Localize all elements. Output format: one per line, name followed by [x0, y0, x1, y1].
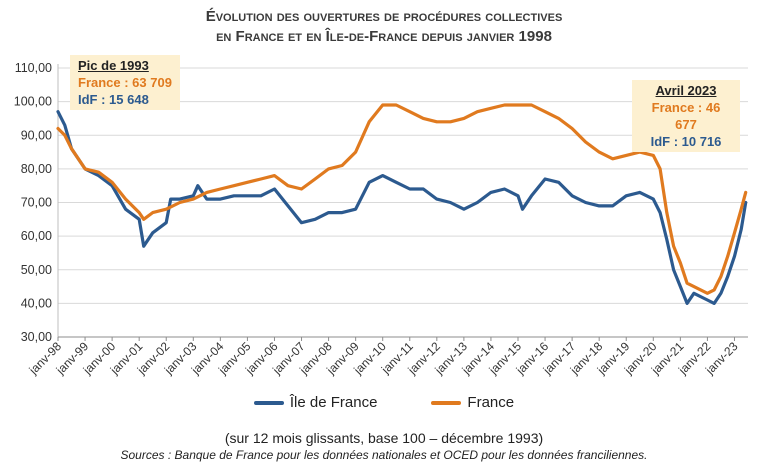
- series-line-france: [56, 103, 748, 295]
- annotation-peak-1993: Pic de 1993 France : 63 709 IdF : 15 648: [70, 55, 180, 110]
- series-lines: [56, 103, 748, 305]
- annotation-april-france: France : 46 677: [651, 100, 721, 132]
- legend-label-france: France: [467, 394, 515, 411]
- legend-swatch-idf: [253, 400, 284, 405]
- series-line-idf: [56, 110, 748, 305]
- y-tick-label: 60,00: [21, 229, 52, 243]
- legend-item-idf: Île de France: [253, 394, 378, 411]
- chart-title-line1: Évolution des ouvertures de procédures c…: [205, 8, 563, 25]
- y-tick-label: 100,00: [14, 95, 52, 109]
- annotation-april-2023: Avril 2023 France : 46 677 IdF : 10 716: [632, 80, 740, 152]
- annotation-peak-heading: Pic de 1993: [78, 58, 149, 73]
- annotation-peak-france: France : 63 709: [78, 75, 172, 90]
- chart-title-line2: en France et en Île-de-France depuis jan…: [216, 28, 552, 45]
- annotation-april-heading: Avril 2023: [655, 83, 717, 98]
- legend-label-idf: Île de France: [289, 394, 378, 411]
- y-tick-label: 70,00: [21, 196, 52, 210]
- legend-swatch-france: [431, 400, 462, 405]
- y-tick-label: 110,00: [15, 61, 52, 75]
- y-tick-label: 40,00: [21, 296, 52, 310]
- y-tick-label: 30,00: [21, 330, 52, 344]
- chart-legend: Île de France France: [0, 394, 768, 411]
- chart-footnote: (sur 12 mois glissants, base 100 – décem…: [224, 430, 544, 446]
- annotation-april-idf: IdF : 10 716: [650, 134, 722, 149]
- annotation-peak-idf: IdF : 15 648: [78, 92, 149, 107]
- legend-item-france: France: [431, 394, 514, 411]
- chart-source: Sources : Banque de France pour les donn…: [120, 448, 648, 462]
- y-tick-label: 90,00: [21, 128, 52, 142]
- y-tick-label: 80,00: [21, 162, 52, 176]
- y-tick-label: 50,00: [21, 263, 52, 277]
